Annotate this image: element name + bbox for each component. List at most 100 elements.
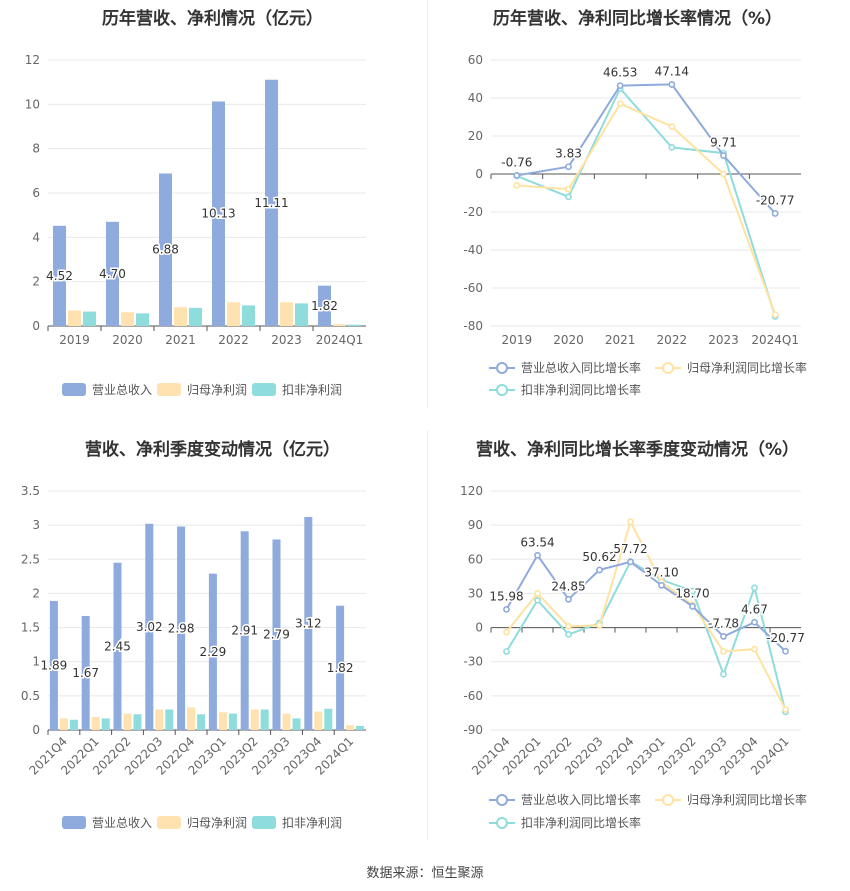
y-tick-label: 2.5 <box>21 552 40 566</box>
bar <box>260 709 269 730</box>
data-point <box>534 596 541 604</box>
y-tick-label: 8 <box>32 142 40 156</box>
y-tick-label: 2 <box>32 586 40 600</box>
legend-swatch <box>252 383 276 396</box>
data-point <box>616 82 624 89</box>
bar-value-label: 1.82 <box>311 299 338 313</box>
x-tick-label: 2019 <box>59 333 90 347</box>
chart-title: 历年营收、净利情况（亿元） <box>102 9 323 29</box>
x-tick-label: 2020 <box>553 333 584 347</box>
data-point <box>782 706 789 713</box>
bar <box>218 712 227 730</box>
x-tick-label: 2022 <box>657 333 688 347</box>
bar <box>159 173 172 326</box>
chart-quarterly-revenue-profit: 营收、净利季度变动情况（亿元） 0 0.5 1 1.5 2 2.5 3 3.5 2021Q4 20… <box>0 425 425 850</box>
data-point <box>565 595 572 603</box>
y-tick-label: 20 <box>468 129 483 143</box>
bar-value-label: 1.67 <box>72 666 99 680</box>
point-value-label: -7.78 <box>708 616 739 630</box>
legend-label: 扣非净利润 <box>282 383 342 397</box>
y-tick-label: 1.5 <box>21 621 40 635</box>
data-point <box>782 647 789 655</box>
bar <box>101 718 110 730</box>
point-value-label: 9.71 <box>710 136 737 150</box>
legend-swatch <box>157 383 181 396</box>
chart-annual-revenue-profit: 历年营收、净利情况（亿元） 0 2 4 6 8 10 12 2019 2020 2021 2022 2… <box>0 0 425 410</box>
chart-svg: 00.511.522.533.52021Q42022Q12022Q22022Q3… <box>21 484 366 830</box>
y-tick-label: 0 <box>475 621 483 635</box>
chart-svg: -90-60-3003060901202021Q42022Q12022Q2202… <box>460 484 807 830</box>
point-value-label: -20.77 <box>756 193 795 207</box>
bar-value-label: 6.88 <box>152 243 179 257</box>
y-tick-label: -60 <box>463 689 483 703</box>
data-point <box>565 623 572 630</box>
x-tick-label: 2024Q1 <box>751 333 799 347</box>
y-tick-label: 120 <box>460 484 483 498</box>
y-tick-label: -40 <box>463 243 483 257</box>
y-tick-label: -20 <box>463 205 483 219</box>
y-tick-label: -60 <box>463 281 483 295</box>
bar-value-label: 2.98 <box>168 621 195 635</box>
bar <box>69 719 78 730</box>
bar-value-label: 2.45 <box>104 639 131 653</box>
y-tick-label: 30 <box>468 586 483 600</box>
series-line <box>505 560 787 713</box>
bar <box>324 708 333 730</box>
data-point <box>503 605 510 613</box>
x-tick-label: 2022 <box>218 333 249 347</box>
data-point <box>627 558 634 566</box>
legend-marker <box>662 362 674 374</box>
series-line <box>505 519 787 710</box>
data-point <box>513 181 521 189</box>
data-point <box>627 518 634 526</box>
bar <box>91 717 100 730</box>
bar <box>106 221 119 326</box>
legend-marker <box>496 362 508 374</box>
bar <box>212 101 225 327</box>
bar <box>83 311 96 326</box>
legend-label: 营业总收入 <box>92 383 152 397</box>
y-tick-label: 0.5 <box>21 689 40 703</box>
data-point <box>720 648 727 655</box>
bar <box>177 526 186 730</box>
data-point <box>771 311 779 318</box>
y-tick-label: 90 <box>468 518 483 532</box>
bar <box>145 523 154 730</box>
point-value-label: 63.54 <box>520 535 554 549</box>
point-value-label: 47.14 <box>655 64 689 78</box>
y-tick-label: 4 <box>32 230 40 244</box>
point-value-label: 37.10 <box>644 565 678 579</box>
data-source: 数据来源：恒生聚源 <box>366 866 484 881</box>
point-value-label: 57.72 <box>613 542 647 556</box>
bar <box>242 305 255 326</box>
chart-title: 营收、净利季度变动情况（亿元） <box>85 440 340 460</box>
bar <box>346 725 355 730</box>
bar <box>280 302 293 326</box>
data-point <box>751 618 758 626</box>
legend-marker <box>496 794 508 806</box>
data-point <box>720 152 727 159</box>
y-tick-label: -80 <box>463 319 483 333</box>
series-line <box>505 553 787 652</box>
y-tick-label: -30 <box>463 655 483 669</box>
y-tick-label: 60 <box>468 53 483 67</box>
bar <box>174 307 187 326</box>
x-tick-label: 2019 <box>502 333 533 347</box>
bar <box>123 713 132 730</box>
data-point <box>513 172 521 179</box>
data-point <box>658 581 665 589</box>
bar <box>121 312 134 326</box>
bar <box>208 573 217 730</box>
y-tick-label: 3 <box>32 518 40 532</box>
bar <box>197 714 206 730</box>
bar <box>295 303 308 326</box>
data-point <box>720 633 727 640</box>
bar-value-label: 2.79 <box>263 628 290 642</box>
bar <box>59 718 68 730</box>
legend-swatch <box>62 816 86 829</box>
data-point <box>668 81 676 88</box>
bar-value-label: 10.13 <box>201 207 235 221</box>
legend-marker <box>496 384 508 396</box>
y-tick-label: 0 <box>32 723 40 737</box>
legend-marker <box>662 794 674 806</box>
